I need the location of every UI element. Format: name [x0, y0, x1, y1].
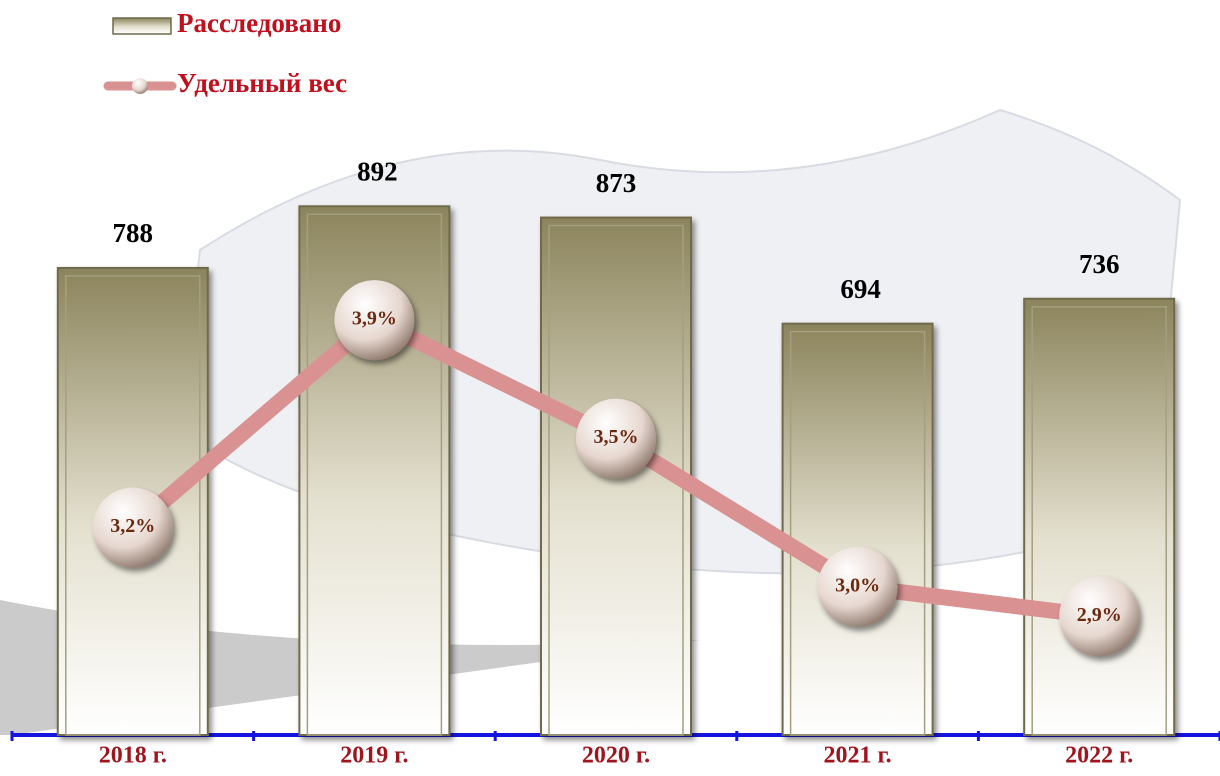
line-value-label: 2,9% [1077, 604, 1122, 626]
bar-value-label: 788 [113, 218, 154, 248]
line-value-label: 3,5% [594, 426, 639, 448]
bar-value-label: 694 [840, 274, 881, 304]
x-tick-label: 2018 г. [99, 743, 167, 769]
bar [781, 322, 934, 736]
bar [1023, 297, 1176, 736]
bar-inner-frame [1031, 306, 1167, 736]
bar-inner-frame [65, 275, 201, 736]
x-tick-label: 2020 г. [582, 743, 650, 769]
x-tick-label: 2019 г. [340, 743, 408, 769]
x-tick-label: 2021 г. [823, 743, 891, 769]
x-tick-label: 2022 г. [1065, 743, 1133, 769]
legend-swatch [112, 17, 172, 35]
bar-value-label: 736 [1079, 249, 1120, 279]
line-marker [1059, 576, 1140, 657]
line-value-label: 3,0% [835, 574, 880, 596]
legend-label: Удельный вес [177, 68, 347, 98]
legend-swatch-marker [132, 78, 148, 94]
bar-inner-frame [306, 213, 443, 736]
line-marker [576, 398, 656, 479]
line-value-label: 3,9% [352, 308, 397, 330]
line-value-label: 3,2% [110, 515, 155, 537]
bar-inner-frame [789, 330, 926, 736]
legend-label: Расследовано [177, 8, 341, 38]
line-marker [92, 487, 173, 568]
line-marker [817, 546, 898, 627]
legend: Расследовано Удельный вес [103, 8, 347, 98]
bar-value-label: 873 [596, 168, 637, 198]
line-marker [334, 280, 415, 361]
bar-value-label: 892 [357, 156, 398, 186]
